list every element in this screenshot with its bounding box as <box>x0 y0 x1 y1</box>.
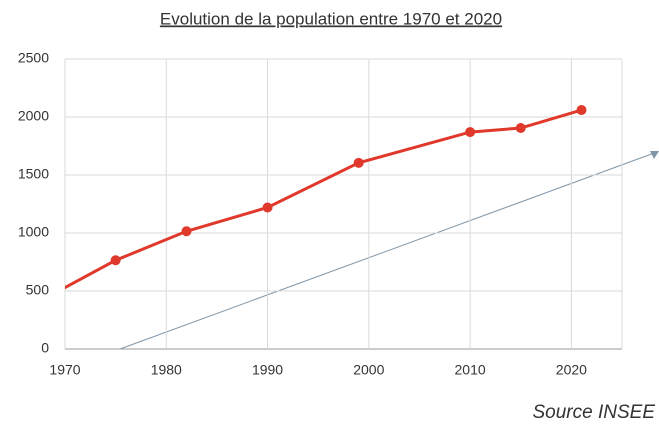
x-tick-label: 2000 <box>353 362 384 378</box>
data-point <box>465 127 476 138</box>
data-line <box>65 108 582 290</box>
y-tick-label: 2000 <box>18 108 49 124</box>
chart-title: Evolution de la population entre 1970 et… <box>160 9 502 28</box>
data-point <box>110 255 121 266</box>
data-point <box>576 105 587 116</box>
source: Source INSEE <box>533 402 656 423</box>
y-tick-label: 500 <box>26 282 50 298</box>
x-tick-label: 2010 <box>455 362 486 378</box>
x-tick-label: 1990 <box>252 362 283 378</box>
x-tick-label: 1980 <box>151 362 182 378</box>
y-tick-label: 0 <box>41 340 49 356</box>
x-tick-label: 1970 <box>49 362 80 378</box>
arrow-line <box>119 151 658 350</box>
data-point <box>181 226 192 237</box>
data-point <box>262 202 273 213</box>
y-tick-label: 2500 <box>18 50 49 66</box>
y-tick-label: 1500 <box>18 166 49 182</box>
data-point <box>353 157 364 168</box>
y-tick-label: 1000 <box>18 224 49 240</box>
arrow-head <box>650 151 659 159</box>
data-point <box>515 123 526 134</box>
x-tick-label: 2020 <box>556 362 587 378</box>
